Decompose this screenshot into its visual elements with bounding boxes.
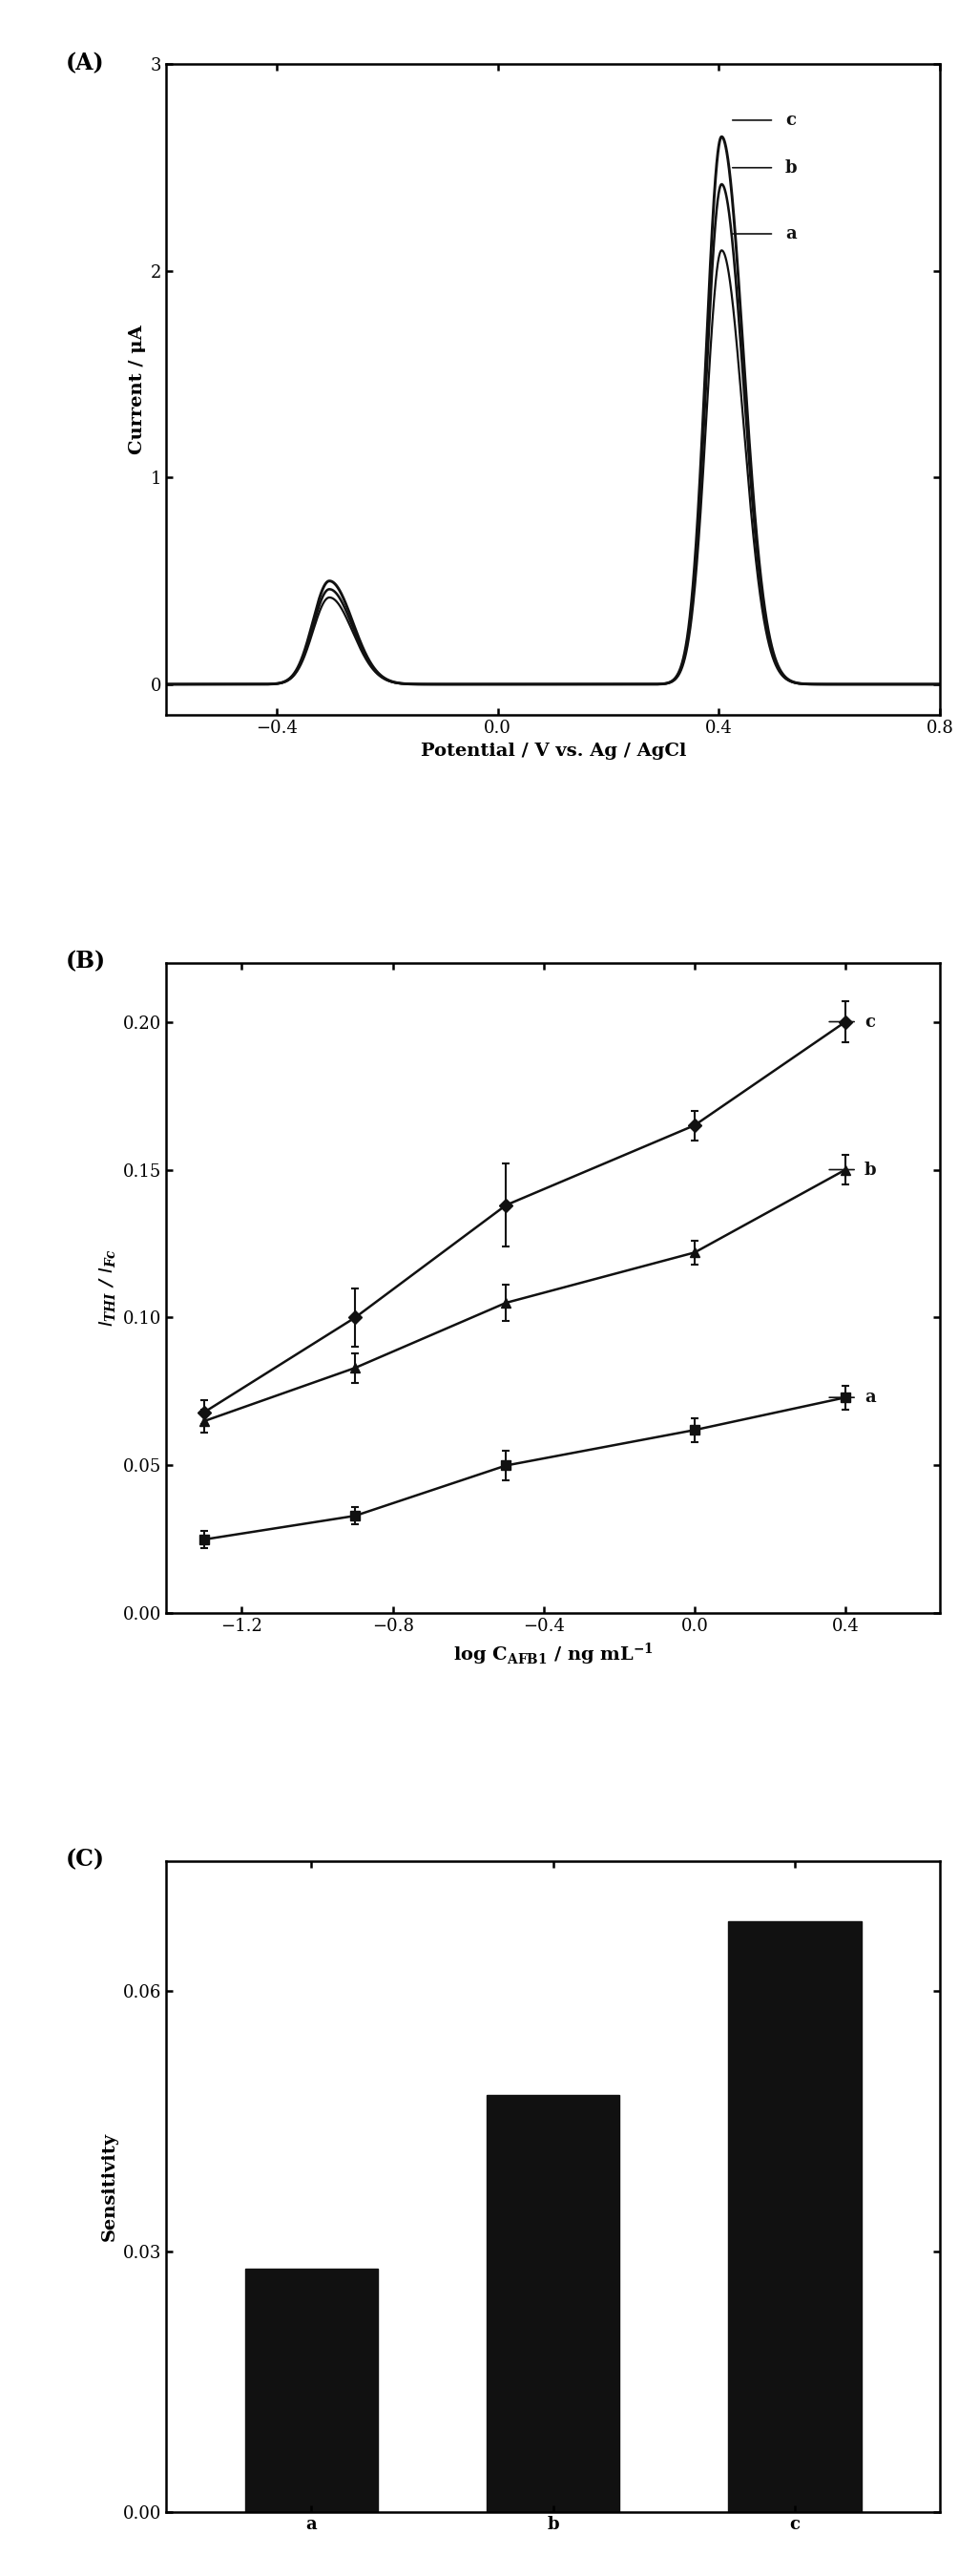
Text: a: a bbox=[785, 224, 796, 242]
Y-axis label: Current / μA: Current / μA bbox=[128, 325, 146, 453]
Y-axis label: $I_\mathregular{THI}$ / $I_\mathregular{Fc}$: $I_\mathregular{THI}$ / $I_\mathregular{… bbox=[98, 1249, 117, 1327]
Bar bbox=[487, 2094, 620, 2512]
X-axis label: Potential / V vs. Ag / AgCl: Potential / V vs. Ag / AgCl bbox=[420, 742, 686, 760]
Bar bbox=[245, 2269, 378, 2512]
Text: a: a bbox=[864, 1388, 875, 1406]
Text: b: b bbox=[864, 1162, 876, 1177]
Text: b: b bbox=[785, 160, 797, 175]
Bar bbox=[728, 1922, 862, 2512]
Text: c: c bbox=[785, 111, 796, 129]
Text: c: c bbox=[864, 1012, 875, 1030]
Y-axis label: Sensitivity: Sensitivity bbox=[101, 2133, 117, 2241]
Text: (C): (C) bbox=[66, 1847, 105, 1870]
X-axis label: log C$_\mathregular{AFB1}$ / ng mL$^\mathregular{-1}$: log C$_\mathregular{AFB1}$ / ng mL$^\mat… bbox=[453, 1641, 653, 1667]
Text: (B): (B) bbox=[66, 951, 106, 974]
Text: (A): (A) bbox=[66, 52, 105, 75]
